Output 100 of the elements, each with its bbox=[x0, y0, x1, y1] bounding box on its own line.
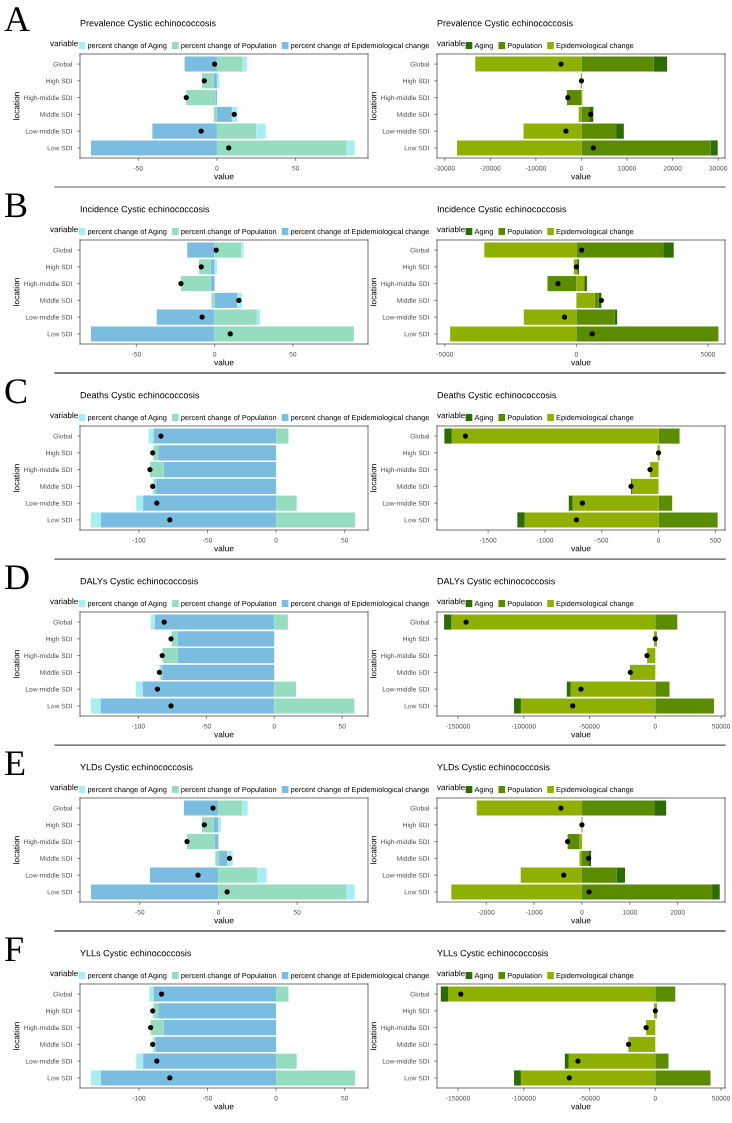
legend-title: variable bbox=[50, 784, 78, 791]
point bbox=[168, 703, 174, 709]
y-axis-title: location bbox=[13, 1022, 20, 1050]
bar bbox=[150, 1020, 164, 1036]
bar bbox=[257, 867, 267, 883]
bar bbox=[581, 106, 590, 122]
point bbox=[573, 517, 579, 523]
point bbox=[578, 78, 585, 84]
point bbox=[598, 297, 604, 303]
bar bbox=[90, 1070, 101, 1086]
point bbox=[168, 636, 174, 642]
point bbox=[158, 433, 164, 439]
point bbox=[183, 95, 189, 101]
x-axis-title: value bbox=[571, 545, 591, 552]
chart-title: YLLs Cystic echinococcosis bbox=[437, 949, 549, 959]
chart-title: YLDs Cystic echinococcosis bbox=[80, 763, 193, 773]
bar bbox=[274, 614, 288, 630]
bar bbox=[256, 309, 260, 325]
legend-title: variable bbox=[437, 412, 465, 419]
point bbox=[579, 247, 585, 253]
point bbox=[227, 331, 233, 337]
point bbox=[462, 433, 468, 439]
point bbox=[154, 686, 161, 692]
bar bbox=[567, 834, 580, 850]
y-axis-title: location bbox=[370, 464, 377, 492]
point bbox=[458, 991, 464, 997]
point bbox=[148, 1025, 154, 1031]
point bbox=[236, 297, 242, 303]
bar bbox=[654, 800, 667, 816]
chart-title: DALYs Cystic echinococcosis bbox=[80, 577, 198, 587]
bar bbox=[440, 986, 449, 1002]
point bbox=[154, 500, 160, 506]
x-axis-title: value bbox=[214, 917, 234, 924]
point bbox=[561, 314, 568, 320]
point bbox=[199, 314, 205, 320]
x-axis-title: value bbox=[571, 917, 591, 924]
y-axis-title: location bbox=[370, 1022, 377, 1050]
bar bbox=[710, 140, 718, 156]
y-axis-title: location bbox=[13, 92, 20, 120]
text: F bbox=[5, 937, 23, 962]
point bbox=[201, 78, 207, 84]
legend-title: variable bbox=[437, 970, 465, 977]
point bbox=[198, 264, 204, 270]
bar bbox=[514, 1070, 521, 1086]
point bbox=[159, 653, 165, 659]
bar bbox=[90, 698, 101, 714]
bar bbox=[215, 850, 219, 866]
bar bbox=[241, 242, 244, 258]
y-axis-title: location bbox=[370, 650, 377, 678]
point bbox=[555, 281, 561, 287]
bar bbox=[581, 56, 654, 72]
point bbox=[195, 872, 201, 878]
chart-title: DALYs Cystic echinococcosis bbox=[437, 577, 555, 587]
point bbox=[150, 483, 156, 489]
x-axis-title: value bbox=[571, 173, 591, 180]
point bbox=[147, 467, 153, 473]
y-axis-title: location bbox=[13, 650, 20, 678]
point bbox=[150, 1008, 156, 1014]
text: A bbox=[4, 7, 30, 32]
point bbox=[563, 128, 569, 134]
bar bbox=[214, 242, 242, 258]
x-axis-title: value bbox=[214, 1103, 234, 1110]
x-axis-title: value bbox=[571, 1103, 591, 1110]
bar bbox=[653, 56, 668, 72]
point bbox=[561, 872, 567, 878]
bar bbox=[345, 884, 355, 900]
bar bbox=[156, 478, 277, 494]
point bbox=[156, 669, 163, 675]
point bbox=[643, 1025, 649, 1031]
bar bbox=[242, 800, 248, 816]
legend-title: variable bbox=[437, 784, 465, 791]
bar bbox=[177, 648, 275, 664]
point bbox=[231, 111, 237, 117]
legend-title: variable bbox=[437, 598, 465, 605]
point bbox=[154, 1058, 160, 1064]
x-axis-title: value bbox=[214, 731, 234, 738]
bar bbox=[444, 428, 452, 444]
bar bbox=[210, 276, 215, 292]
y-axis-title: location bbox=[370, 836, 377, 864]
legend-title: variable bbox=[50, 40, 78, 47]
bar bbox=[186, 90, 216, 106]
legend-title: variable bbox=[437, 40, 465, 47]
y-axis-title: location bbox=[13, 836, 20, 864]
point bbox=[628, 483, 634, 489]
bar bbox=[658, 428, 680, 444]
bar bbox=[567, 90, 582, 106]
bar bbox=[149, 986, 154, 1002]
bar bbox=[712, 884, 720, 900]
point bbox=[201, 822, 207, 828]
bar bbox=[136, 495, 144, 511]
chart-title: Prevalence Cystic echinococcosis bbox=[437, 19, 573, 29]
bar bbox=[475, 56, 582, 72]
bar bbox=[616, 867, 626, 883]
legend-title: variable bbox=[50, 226, 78, 233]
bar bbox=[256, 123, 266, 139]
point bbox=[159, 991, 165, 997]
point bbox=[652, 636, 658, 642]
x-axis-title: value bbox=[214, 359, 234, 366]
y-axis-title: location bbox=[13, 278, 20, 306]
bar bbox=[216, 56, 243, 72]
